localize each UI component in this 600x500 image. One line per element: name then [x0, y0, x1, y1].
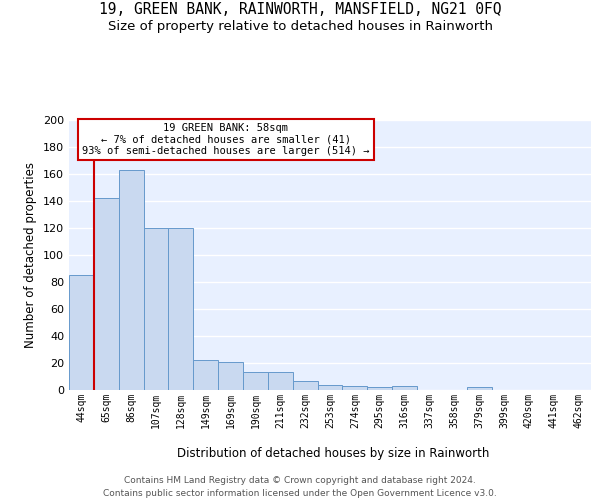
Bar	[343, 386, 367, 390]
Bar	[467, 388, 491, 390]
Bar	[169, 228, 193, 390]
Text: Distribution of detached houses by size in Rainworth: Distribution of detached houses by size …	[177, 448, 489, 460]
Bar	[293, 380, 317, 390]
Bar	[367, 388, 392, 390]
Bar	[317, 384, 343, 390]
Bar	[69, 275, 94, 390]
Bar	[94, 198, 119, 390]
Bar	[119, 170, 143, 390]
Text: 19 GREEN BANK: 58sqm
← 7% of detached houses are smaller (41)
93% of semi-detach: 19 GREEN BANK: 58sqm ← 7% of detached ho…	[82, 122, 370, 156]
Bar	[218, 362, 243, 390]
Bar	[268, 372, 293, 390]
Bar	[243, 372, 268, 390]
Y-axis label: Number of detached properties: Number of detached properties	[25, 162, 37, 348]
Bar	[392, 386, 417, 390]
Text: Size of property relative to detached houses in Rainworth: Size of property relative to detached ho…	[107, 20, 493, 33]
Bar	[143, 228, 169, 390]
Bar	[193, 360, 218, 390]
Text: 19, GREEN BANK, RAINWORTH, MANSFIELD, NG21 0FQ: 19, GREEN BANK, RAINWORTH, MANSFIELD, NG…	[99, 2, 501, 18]
Text: Contains HM Land Registry data © Crown copyright and database right 2024.
Contai: Contains HM Land Registry data © Crown c…	[103, 476, 497, 498]
